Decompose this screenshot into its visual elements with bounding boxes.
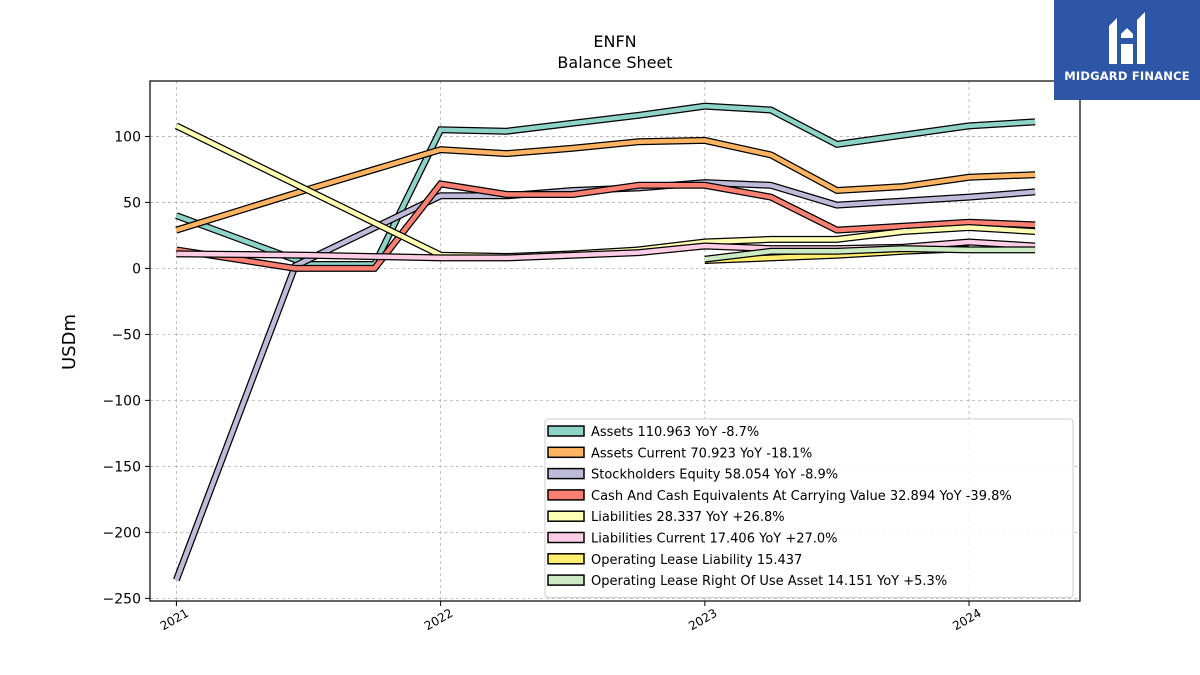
series-line: [704, 246, 1036, 262]
legend-label: Assets 110.963 YoY -8.7%: [591, 425, 759, 440]
y-tick-label: 100: [114, 129, 141, 145]
y-tick-label: −250: [103, 591, 141, 607]
legend-swatch: [547, 531, 585, 544]
legend-swatch: [547, 467, 585, 480]
y-axis-label: USDm: [59, 314, 80, 370]
x-tick-label: 2021: [158, 606, 191, 633]
series-line: [176, 181, 1036, 271]
y-tick-label: 0: [132, 261, 141, 277]
plot-frame: [149, 80, 1081, 602]
legend-frame: [544, 418, 1074, 598]
legend: Assets 110.963 YoY -8.7% Assets Current 7…: [544, 418, 1074, 598]
legend-label: Operating Lease Right Of Use Asset 14.15…: [591, 574, 947, 589]
x-tick-label: 2022: [422, 606, 455, 633]
y-tick-label: −50: [111, 327, 141, 343]
brand-name: MIDGARD FINANCE: [1064, 69, 1190, 83]
legend-label: Liabilities Current 17.406 YoY +27.0%: [591, 532, 838, 547]
brand-logo: MIDGARD FINANCE: [1054, 0, 1200, 100]
legend-label: Liabilities 28.337 YoY +26.8%: [591, 510, 785, 525]
chart-title: ENFN: [593, 32, 636, 51]
series-line: [175, 138, 1036, 233]
chart-subtitle: Balance Sheet: [557, 53, 672, 72]
legend-swatch: [547, 574, 585, 586]
y-tick-label: −150: [103, 459, 141, 475]
legend-swatch: [547, 446, 585, 459]
legend-swatch: [547, 425, 585, 437]
midgard-logo-icon: [1109, 12, 1145, 64]
legend-swatch: [547, 510, 585, 522]
y-tick-label: 50: [123, 195, 141, 211]
legend-label: Cash And Cash Equivalents At Carrying Va…: [591, 489, 1012, 504]
legend-swatch: [547, 489, 585, 501]
series-3: [175, 180, 1036, 272]
x-tick-label: 2023: [686, 606, 719, 633]
legend-swatch: [547, 553, 585, 565]
x-tick-label: 2024: [950, 606, 983, 633]
series-lines: [173, 102, 1036, 582]
series-1: [175, 136, 1036, 234]
legend-label: Stockholders Equity 58.054 YoY -8.9%: [591, 468, 838, 483]
legend-label: Assets Current 70.923 YoY -18.1%: [591, 446, 812, 461]
y-tick-label: −100: [103, 393, 141, 409]
legend-label: Operating Lease Liability 15.437: [591, 553, 802, 568]
y-tick-label: −200: [103, 525, 141, 541]
series-7: [704, 245, 1036, 263]
